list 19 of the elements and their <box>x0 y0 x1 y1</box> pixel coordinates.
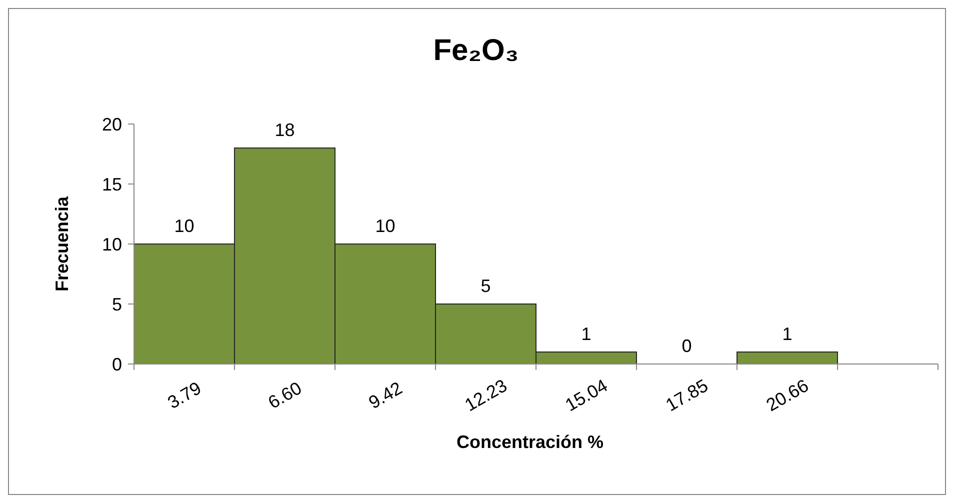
bar <box>736 352 838 364</box>
x-tick-label: 3.79 <box>164 378 205 413</box>
data-label: 0 <box>682 336 692 356</box>
chart-title: Fe₂O₃ <box>433 34 519 67</box>
y-tick-label: 20 <box>102 114 122 134</box>
data-label: 5 <box>480 276 491 296</box>
x-axis-title: Concentración % <box>456 432 604 452</box>
y-tick-label: 5 <box>112 294 122 314</box>
data-label: 1 <box>782 324 792 344</box>
data-label: 10 <box>174 216 194 236</box>
data-label: 18 <box>274 120 295 140</box>
y-tick-label: 10 <box>102 234 122 254</box>
x-tick-label: 6.60 <box>264 378 306 413</box>
x-tick-label: 9.42 <box>365 378 406 413</box>
data-label: 10 <box>375 216 396 236</box>
data-label: 1 <box>581 324 592 344</box>
y-tick-label: 0 <box>112 354 122 374</box>
y-tick-label: 15 <box>102 174 122 194</box>
y-axis-title: Frecuencia <box>52 195 72 292</box>
